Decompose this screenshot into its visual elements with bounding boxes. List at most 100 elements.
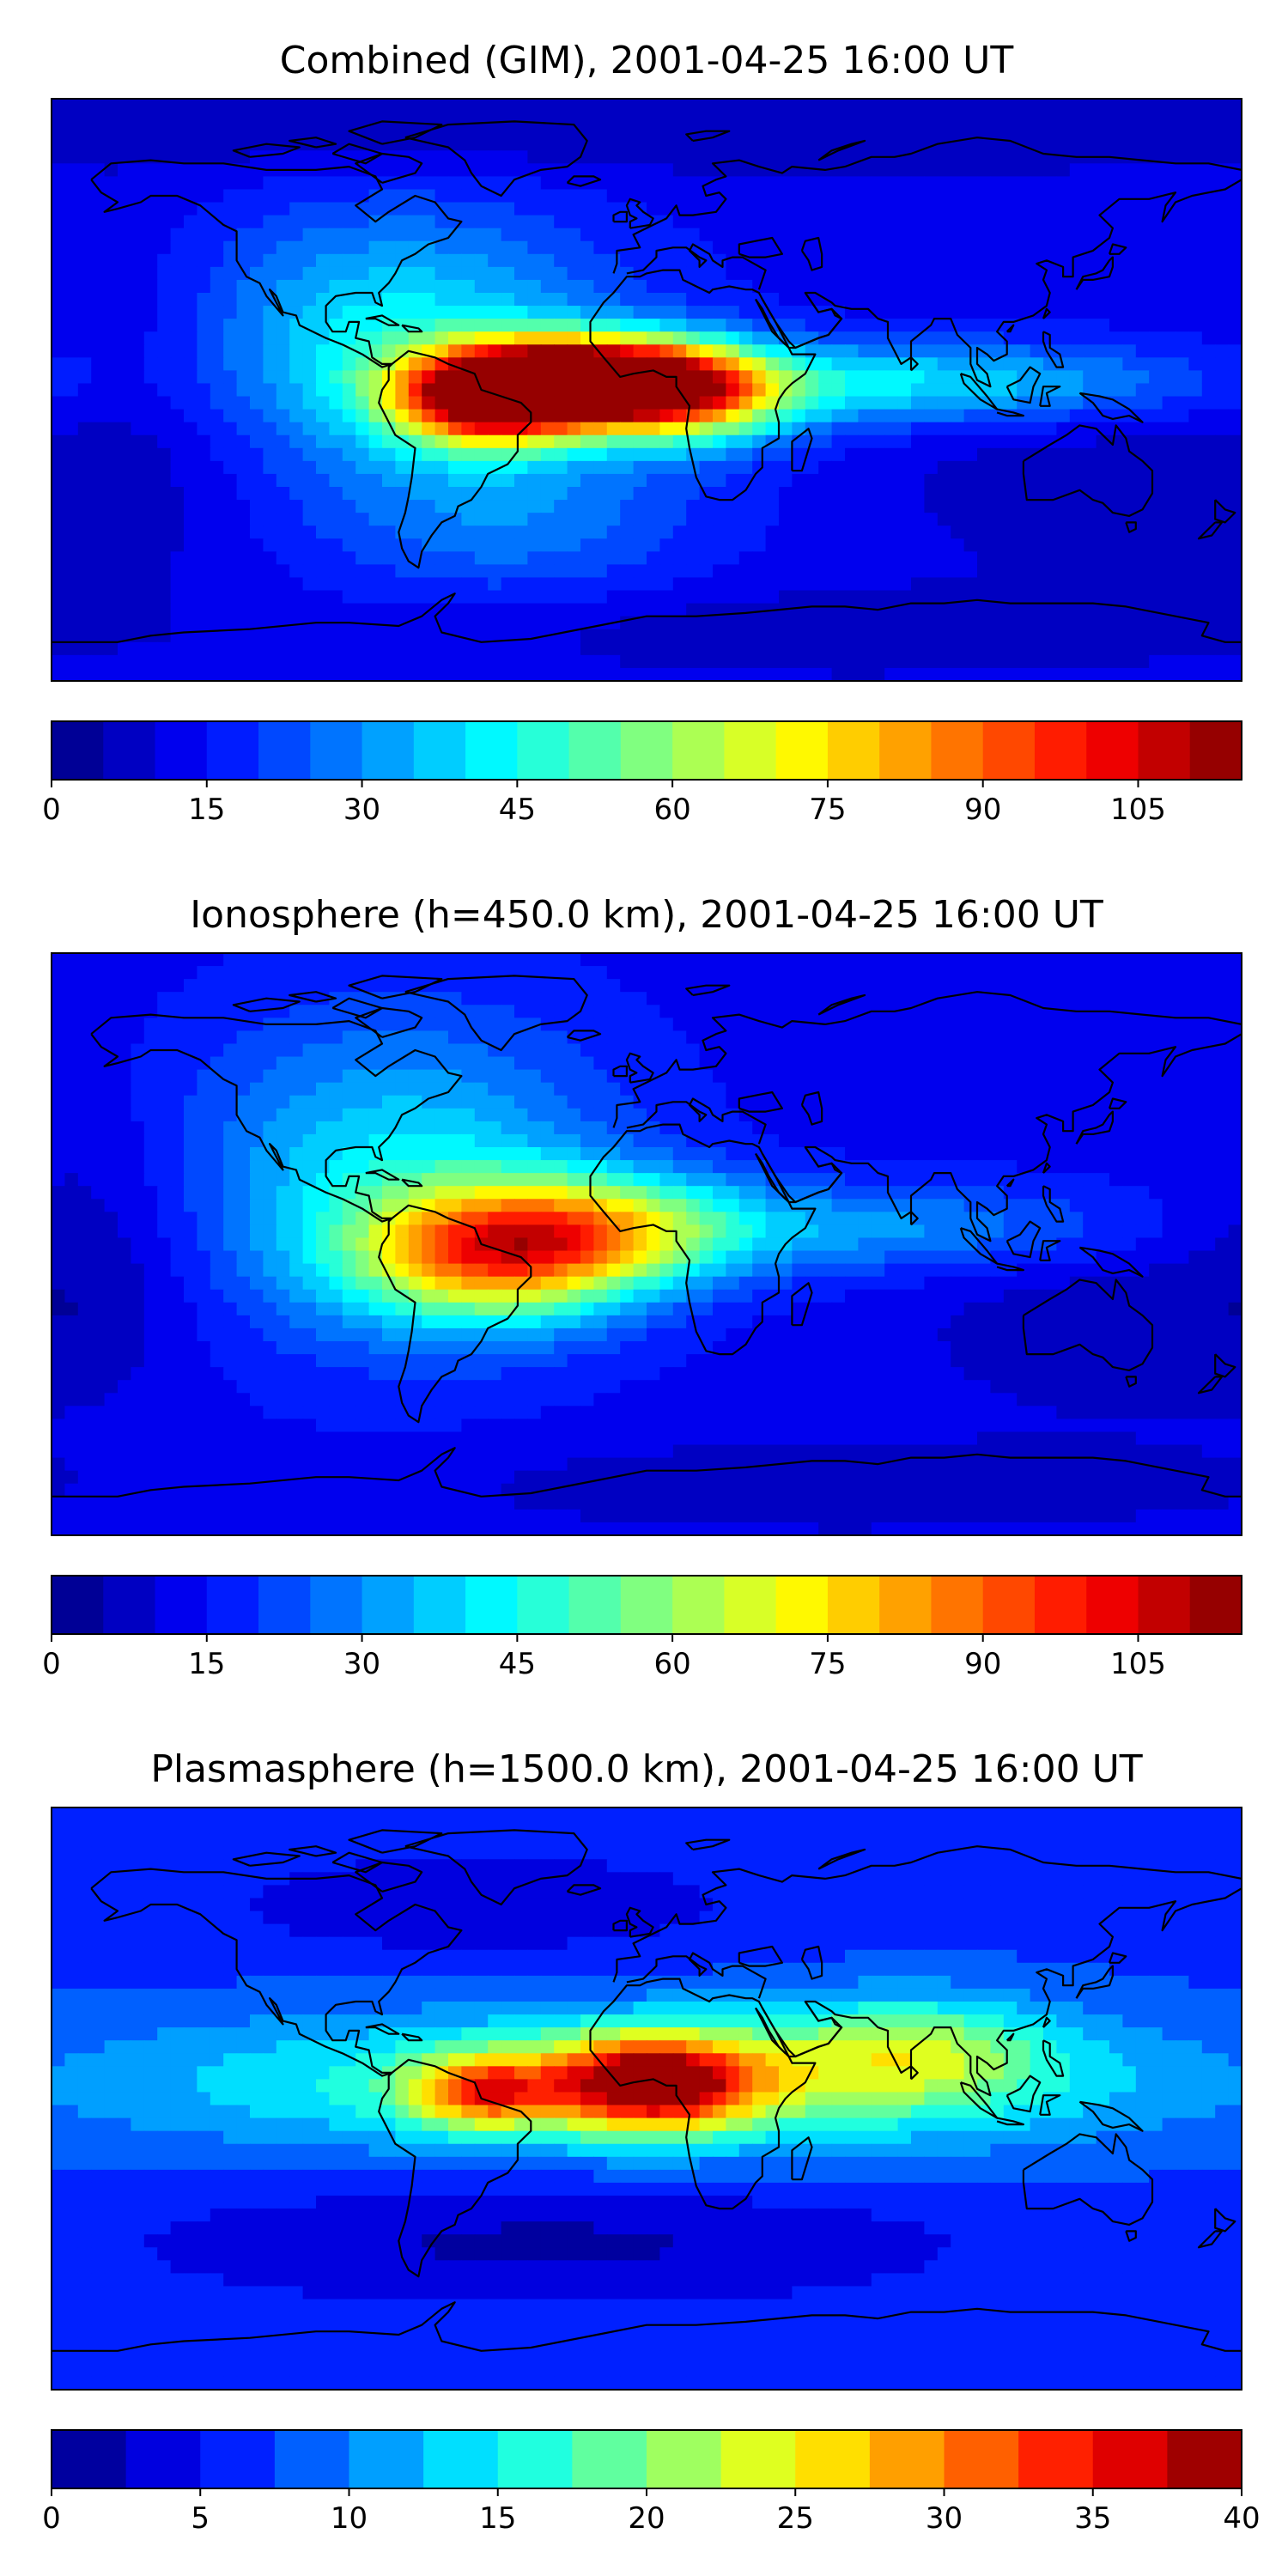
field-cell <box>1069 331 1084 345</box>
tec-field <box>52 953 1242 1535</box>
field-cell <box>977 163 991 177</box>
field-cell <box>1109 228 1123 242</box>
field-cell <box>1228 215 1242 229</box>
field-cell <box>263 460 277 475</box>
field-cell <box>52 526 65 539</box>
field-cell <box>897 1030 912 1045</box>
field-cell <box>223 513 238 526</box>
field-cell <box>1003 306 1018 319</box>
field-cell <box>977 603 991 617</box>
field-cell <box>963 1043 978 1058</box>
field-cell <box>143 306 158 319</box>
field-cell <box>593 1043 608 1058</box>
field-cell <box>210 629 224 643</box>
field-cell <box>434 99 449 112</box>
field-cell <box>302 331 317 345</box>
field-cell <box>1215 112 1230 125</box>
field-cell <box>118 253 131 268</box>
field-cell <box>1003 500 1018 513</box>
field-cell <box>422 279 436 294</box>
field-cell <box>461 409 476 423</box>
field-cell <box>276 215 290 229</box>
field-cell <box>1056 228 1071 242</box>
field-cell <box>990 370 1005 385</box>
field-cell <box>1003 667 1018 681</box>
field-cell <box>713 228 726 242</box>
field-cell <box>316 538 330 552</box>
field-cell <box>408 150 422 164</box>
field-cell <box>104 564 118 579</box>
field-cell <box>606 293 621 307</box>
field-cell <box>289 202 304 216</box>
field-cell <box>951 150 965 164</box>
field-cell <box>91 319 106 332</box>
field-cell <box>554 979 568 993</box>
field-cell <box>937 447 951 462</box>
field-cell <box>1176 629 1189 643</box>
field-cell <box>342 99 356 112</box>
field-cell <box>355 293 370 307</box>
field-cell <box>554 228 568 242</box>
field-cell <box>593 422 608 436</box>
field-cell <box>593 344 608 358</box>
field-cell <box>474 163 489 177</box>
field-cell <box>580 500 594 513</box>
field-cell <box>831 1056 846 1071</box>
field-cell <box>831 163 846 177</box>
field-cell <box>977 1056 991 1071</box>
field-cell <box>672 992 687 1005</box>
field-cell <box>408 306 422 319</box>
field-cell <box>818 422 833 436</box>
field-cell <box>792 202 806 216</box>
field-cell <box>501 319 515 332</box>
field-cell <box>884 513 899 526</box>
field-cell <box>977 331 991 345</box>
field-cell <box>118 1018 131 1031</box>
field-cell <box>911 1005 925 1018</box>
field-cell <box>726 331 740 345</box>
field-cell <box>210 422 224 436</box>
field-cell <box>937 319 951 332</box>
field-cell <box>1096 228 1110 242</box>
field-cell <box>911 1030 925 1045</box>
field-cell <box>131 551 145 565</box>
field-cell <box>726 396 740 410</box>
field-cell <box>792 966 806 980</box>
field-cell <box>977 293 991 307</box>
field-cell <box>302 409 317 423</box>
field-cell <box>118 654 131 669</box>
field-cell <box>223 370 238 385</box>
field-cell <box>1215 137 1230 151</box>
field-cell <box>461 590 476 605</box>
field-cell <box>501 434 515 449</box>
field-cell <box>1043 125 1057 138</box>
field-cell <box>1176 150 1189 164</box>
field-cell <box>752 654 767 669</box>
field-cell <box>170 513 185 526</box>
colorbar-bin <box>1086 721 1139 780</box>
field-cell <box>302 293 317 307</box>
field-cell <box>422 137 436 151</box>
field-cell <box>1043 176 1057 191</box>
field-cell <box>897 616 912 630</box>
field-cell <box>316 202 330 216</box>
field-cell <box>52 1056 65 1071</box>
field-cell <box>263 966 277 980</box>
field-cell <box>593 253 608 268</box>
field-cell <box>752 357 767 371</box>
field-cell <box>1162 513 1176 526</box>
field-cell <box>845 473 859 488</box>
field-cell <box>606 266 621 281</box>
coastline <box>1075 256 1115 290</box>
field-cell <box>184 306 197 319</box>
field-cell <box>1228 112 1242 125</box>
field-cell <box>831 215 846 229</box>
field-cell <box>540 460 555 475</box>
field-cell <box>91 331 106 345</box>
field-cell <box>210 1043 224 1058</box>
field-cell <box>554 176 568 191</box>
field-cell <box>792 293 806 307</box>
field-cell <box>937 409 951 423</box>
field-cell <box>408 176 422 191</box>
field-cell <box>276 654 290 669</box>
